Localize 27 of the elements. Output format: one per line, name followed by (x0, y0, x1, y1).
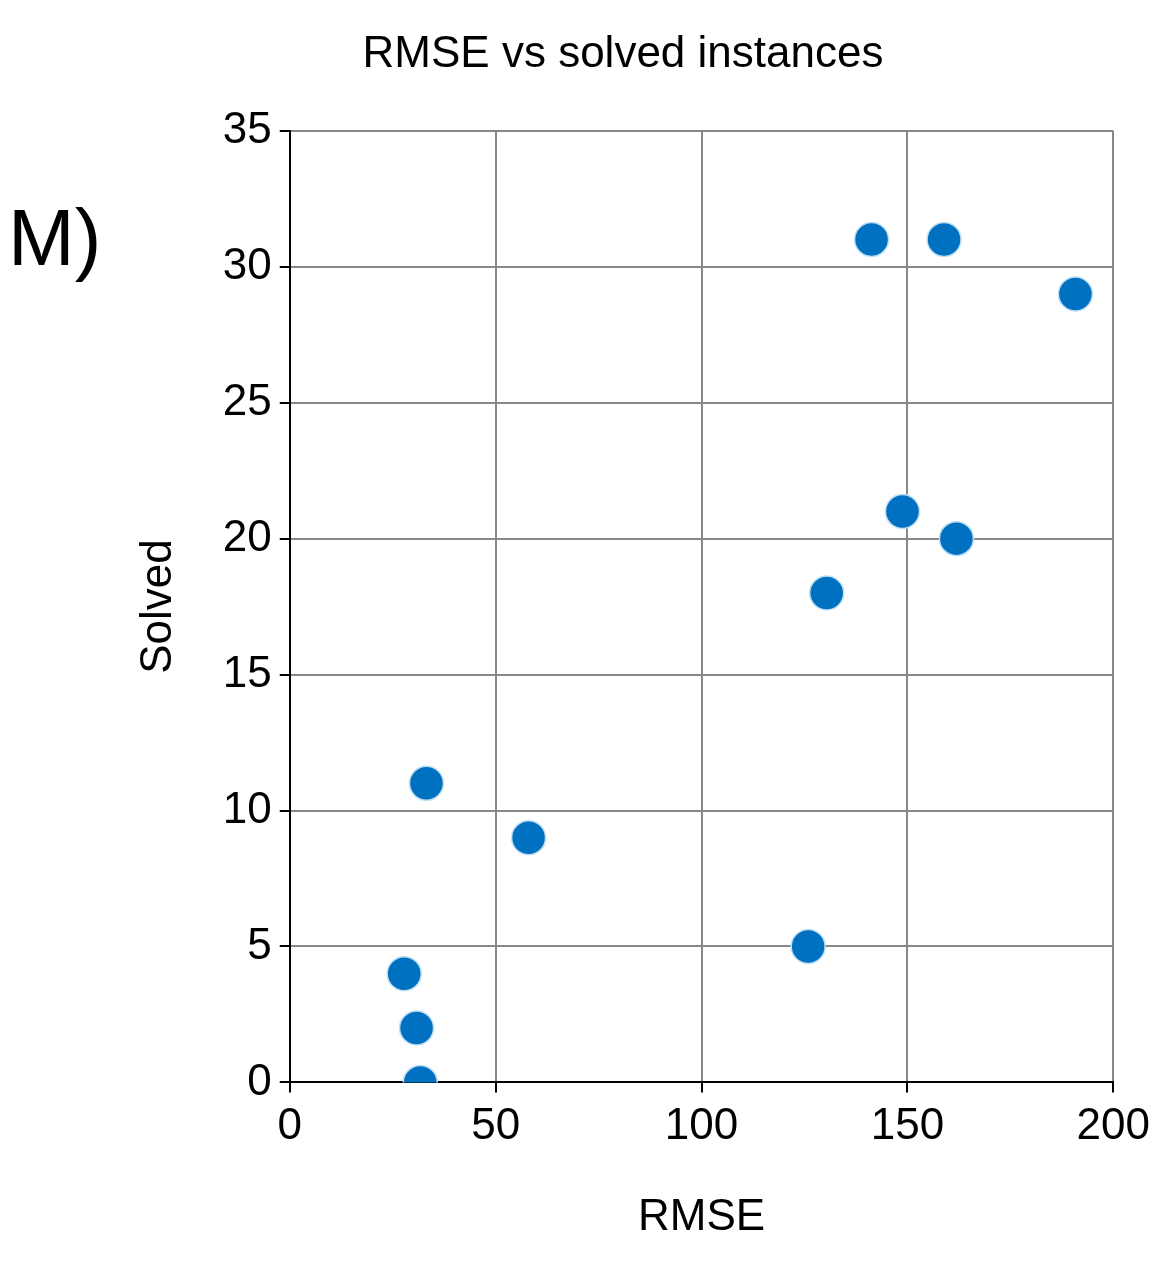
y-tick-label: 15 (222, 646, 272, 696)
x-tick-label: 50 (471, 1098, 521, 1148)
y-tick-label: 30 (222, 238, 272, 288)
y-tick-label: 20 (222, 510, 272, 560)
point (938, 520, 975, 557)
x-axis-title: RMSE (637, 1189, 766, 1239)
y-tick-label: 25 (222, 374, 272, 424)
y-tick-label: 5 (247, 918, 272, 968)
y-axis-title: Solved (130, 539, 180, 674)
x-tick-label: 200 (1076, 1098, 1150, 1148)
text: M) (8, 193, 103, 282)
point (1057, 276, 1094, 312)
point (926, 221, 962, 258)
y-tick-label: 0 (247, 1054, 272, 1104)
point (853, 221, 890, 258)
point (790, 928, 826, 965)
x-tick-label: 150 (870, 1098, 945, 1148)
point (808, 575, 845, 611)
point (510, 819, 547, 856)
chart-title: RMSE vs solved instances (362, 26, 884, 76)
point (408, 765, 445, 802)
y-tick-label: 35 (222, 102, 272, 152)
point (386, 955, 422, 992)
y-tick-label: 10 (222, 782, 272, 832)
x-tick-label: 100 (664, 1098, 739, 1148)
point (884, 493, 921, 530)
point (398, 1010, 435, 1046)
